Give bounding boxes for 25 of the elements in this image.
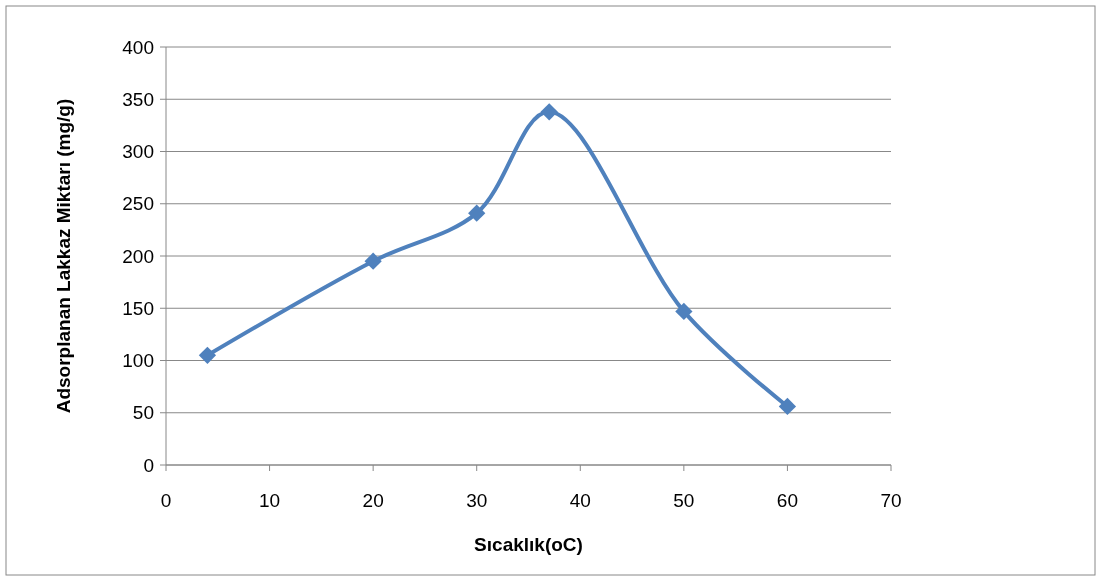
x-tick-label: 70: [880, 490, 902, 511]
x-tick-label: 50: [673, 490, 695, 511]
x-tick-label: 30: [466, 490, 488, 511]
y-tick-label: 200: [122, 245, 154, 267]
point: [540, 103, 558, 121]
y-tick-label: 0: [143, 454, 154, 476]
point: [364, 252, 382, 270]
y-tick-label: 100: [122, 350, 154, 372]
y-tick-label: 350: [122, 88, 154, 110]
y-tick-label: 250: [122, 193, 154, 215]
point: [778, 397, 797, 416]
x-tick-label: 60: [776, 490, 798, 511]
point: [675, 302, 693, 321]
x-tick-label: 0: [160, 490, 172, 511]
y-tick-label: 300: [122, 141, 154, 163]
x-tick-label: 10: [259, 490, 281, 511]
y-tick-label: 150: [122, 297, 154, 319]
x-axis-title: Sıcaklık(oC): [474, 534, 583, 555]
x-tick-label: 20: [362, 490, 384, 511]
y-tick-label: 400: [122, 36, 154, 58]
y-axis-title: Adsorplanan Lakkaz Miktarı (mg/g): [53, 98, 74, 414]
y-tick-label: 50: [132, 402, 154, 424]
point: [198, 346, 217, 364]
point: [468, 204, 486, 222]
x-tick-label: 40: [569, 490, 591, 511]
